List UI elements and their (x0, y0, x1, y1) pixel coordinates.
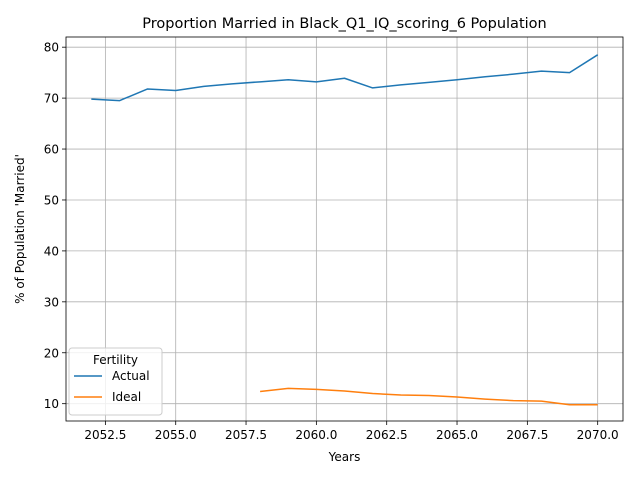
x-tick-label: 2062.5 (366, 428, 408, 442)
y-tick-label: 20 (44, 346, 59, 360)
y-tick-label: 50 (44, 193, 59, 207)
legend-label-ideal: Ideal (112, 390, 141, 404)
y-tick-label: 10 (44, 397, 59, 411)
x-tick-label: 2067.5 (506, 428, 548, 442)
x-tick-label: 2070.0 (577, 428, 619, 442)
x-axis-label: Years (328, 450, 361, 464)
y-tick-label: 80 (44, 41, 59, 55)
x-tick-label: 2065.0 (436, 428, 478, 442)
x-tick-label: 2055.0 (155, 428, 197, 442)
x-tick-label: 2052.5 (84, 428, 126, 442)
x-tick-label: 2057.5 (225, 428, 267, 442)
y-tick-label: 30 (44, 295, 59, 309)
y-axis-label: % of Population 'Married' (13, 154, 27, 304)
legend: Fertility Actual Ideal (69, 348, 162, 415)
x-tick-label: 2060.0 (295, 428, 337, 442)
legend-label-actual: Actual (112, 369, 150, 383)
y-tick-label: 70 (44, 92, 59, 106)
chart-title: Proportion Married in Black_Q1_IQ_scorin… (142, 16, 546, 32)
y-tick-label: 40 (44, 244, 59, 258)
y-tick-label: 60 (44, 143, 59, 157)
legend-title: Fertility (93, 353, 138, 367)
